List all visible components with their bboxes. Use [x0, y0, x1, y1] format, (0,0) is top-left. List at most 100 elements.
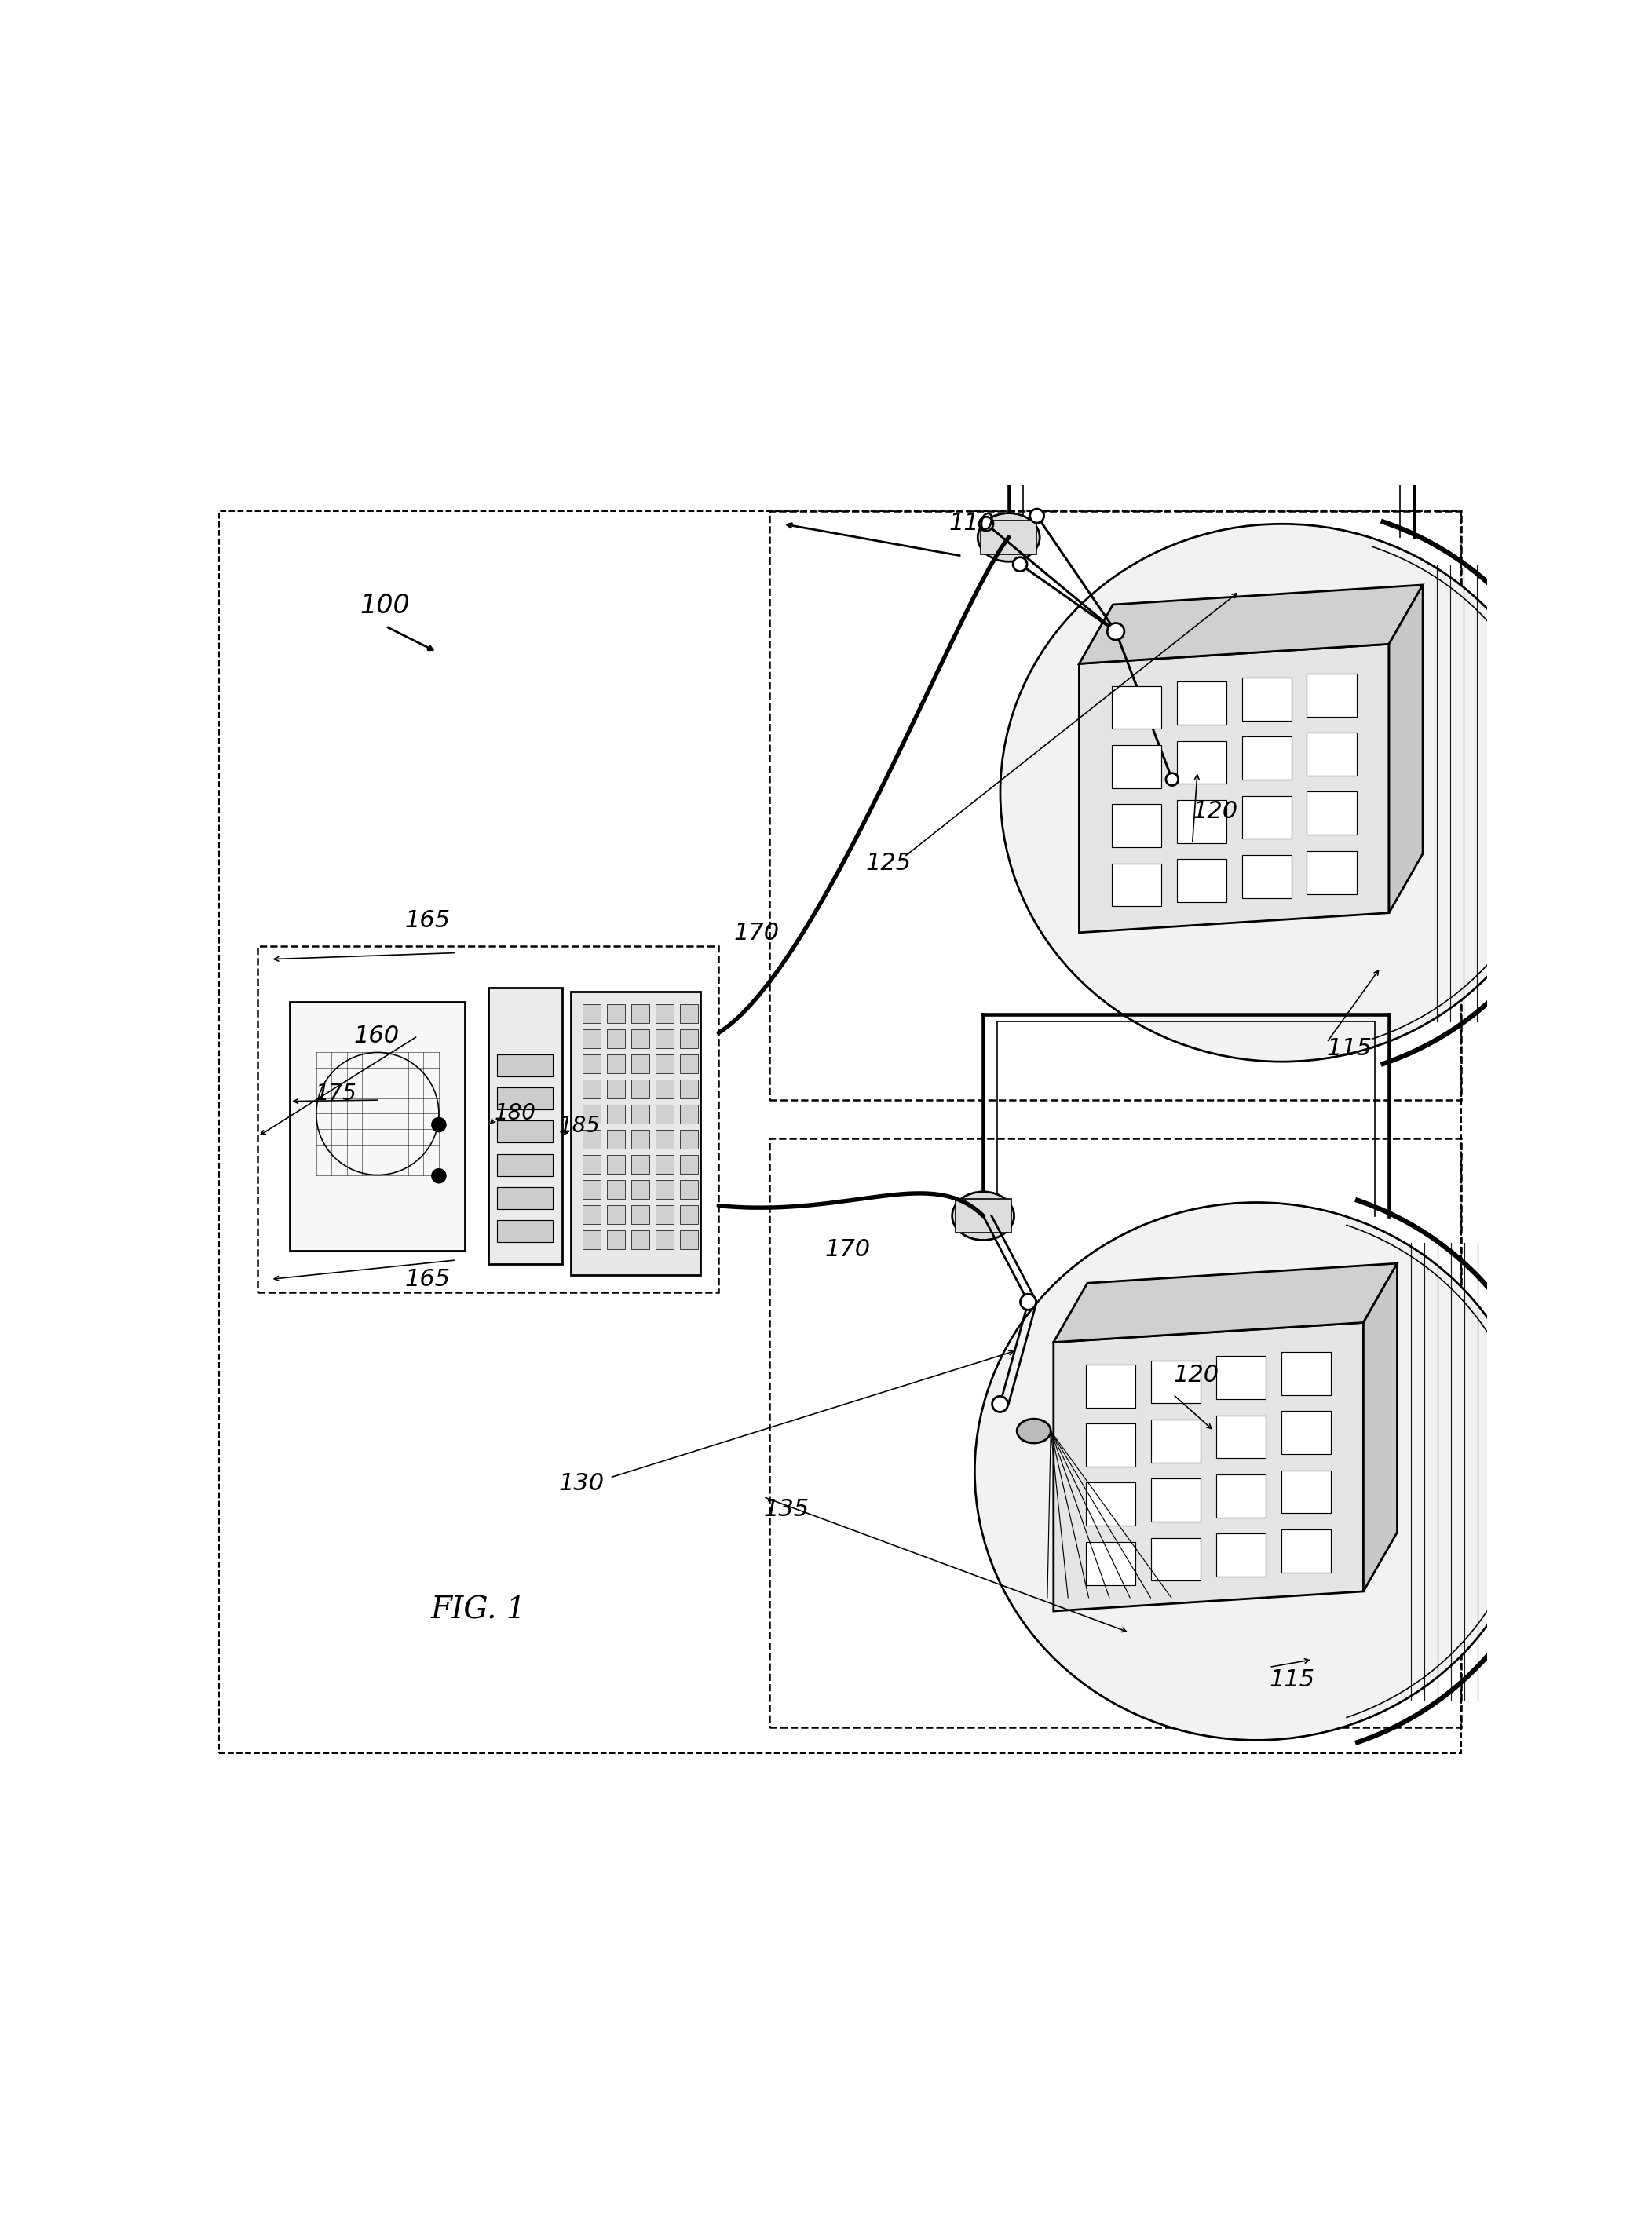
Polygon shape [1242, 738, 1292, 780]
Bar [606, 1054, 624, 1074]
Bar [583, 1030, 601, 1048]
Bar [770, 1139, 1462, 1727]
Polygon shape [1079, 644, 1389, 932]
Bar [681, 1130, 699, 1148]
Text: 110: 110 [948, 513, 995, 535]
Bar [631, 1054, 649, 1074]
Bar [606, 1005, 624, 1023]
Polygon shape [1085, 1482, 1135, 1525]
Bar [631, 1155, 649, 1175]
Text: 125: 125 [866, 851, 912, 874]
Text: 120: 120 [1193, 800, 1237, 823]
Bar [656, 1005, 674, 1023]
Bar [631, 1130, 649, 1148]
Circle shape [1107, 624, 1125, 640]
Bar [606, 1230, 624, 1248]
Polygon shape [1079, 584, 1422, 664]
Bar [606, 1206, 624, 1224]
Bar [583, 1079, 601, 1099]
Polygon shape [1216, 1415, 1265, 1458]
Bar [681, 1054, 699, 1074]
Polygon shape [1176, 740, 1226, 785]
Bar [770, 510, 1462, 1101]
Bar [606, 1130, 624, 1148]
Polygon shape [1307, 733, 1356, 776]
Bar [606, 1106, 624, 1123]
Text: 135: 135 [763, 1498, 809, 1520]
Bar [656, 1179, 674, 1199]
Circle shape [980, 517, 993, 531]
Bar [981, 519, 1036, 555]
Bar [489, 987, 562, 1264]
Bar [681, 1179, 699, 1199]
Text: 165: 165 [405, 909, 451, 932]
Text: 170: 170 [824, 1237, 871, 1262]
Circle shape [1021, 1295, 1036, 1311]
Circle shape [431, 1117, 446, 1132]
Bar [656, 1054, 674, 1074]
Bar [583, 1206, 601, 1224]
Polygon shape [1112, 805, 1161, 847]
Ellipse shape [952, 1193, 1014, 1239]
Bar [583, 1106, 601, 1123]
Polygon shape [1054, 1264, 1398, 1342]
Polygon shape [1112, 863, 1161, 907]
Text: 130: 130 [558, 1473, 605, 1496]
Bar [606, 1179, 624, 1199]
Text: 175: 175 [316, 1083, 357, 1106]
Ellipse shape [975, 1201, 1538, 1741]
Polygon shape [1085, 1424, 1135, 1467]
Bar [681, 1106, 699, 1123]
Polygon shape [1151, 1538, 1201, 1580]
Bar [631, 1179, 649, 1199]
Bar [955, 1199, 1011, 1233]
Polygon shape [1176, 682, 1226, 724]
Bar [497, 1219, 553, 1242]
Bar [631, 1030, 649, 1048]
Bar [631, 1106, 649, 1123]
Polygon shape [1085, 1542, 1135, 1585]
Text: 170: 170 [733, 921, 780, 945]
Polygon shape [1363, 1264, 1398, 1592]
Bar [681, 1079, 699, 1099]
Polygon shape [1307, 851, 1356, 894]
Polygon shape [1054, 1322, 1363, 1612]
Polygon shape [1216, 1473, 1265, 1518]
Ellipse shape [978, 513, 1039, 562]
Polygon shape [1282, 1471, 1332, 1513]
Bar [656, 1206, 674, 1224]
Bar [656, 1030, 674, 1048]
Bar [1581, 744, 1631, 840]
Bar [656, 1130, 674, 1148]
Text: 180: 180 [494, 1101, 537, 1123]
Bar [258, 947, 719, 1293]
Bar [572, 992, 700, 1275]
Bar [583, 1054, 601, 1074]
Bar [606, 1079, 624, 1099]
Polygon shape [1151, 1478, 1201, 1522]
Bar [656, 1230, 674, 1248]
Text: 120: 120 [1173, 1364, 1219, 1386]
Bar [583, 1130, 601, 1148]
Ellipse shape [1018, 1420, 1051, 1442]
Text: 115: 115 [1269, 1667, 1315, 1692]
Ellipse shape [1001, 524, 1563, 1061]
Circle shape [1013, 557, 1028, 571]
Bar [606, 1155, 624, 1175]
Polygon shape [1176, 800, 1226, 843]
Bar [656, 1155, 674, 1175]
Polygon shape [1307, 791, 1356, 834]
Circle shape [1166, 773, 1178, 785]
Bar [291, 1001, 466, 1250]
Bar [631, 1079, 649, 1099]
Text: 185: 185 [558, 1114, 600, 1137]
Polygon shape [1216, 1355, 1265, 1400]
Bar [497, 1054, 553, 1077]
Bar [583, 1155, 601, 1175]
Bar [631, 1206, 649, 1224]
Text: 160: 160 [354, 1025, 400, 1048]
Bar [656, 1106, 674, 1123]
Bar [681, 1206, 699, 1224]
Bar [631, 1005, 649, 1023]
Polygon shape [1282, 1529, 1332, 1571]
